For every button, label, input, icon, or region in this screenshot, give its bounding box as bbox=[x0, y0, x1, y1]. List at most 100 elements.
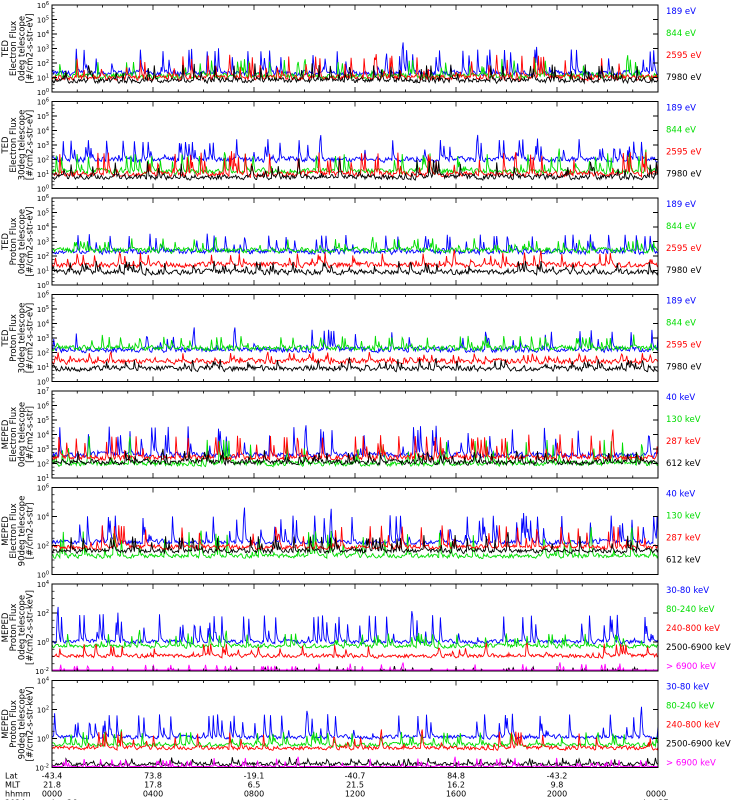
series-line-4 bbox=[51, 42, 659, 78]
y-tick-label: 105 bbox=[37, 16, 49, 25]
x-tick-label: 0000 bbox=[42, 790, 62, 799]
series-line-1 bbox=[51, 532, 659, 555]
x-tick-label: Jun 27 bbox=[642, 799, 668, 800]
x-tick-label: 21.8 bbox=[43, 781, 61, 790]
y-tick-label: 10-2 bbox=[35, 764, 49, 773]
y-tick-label: 104 bbox=[37, 431, 49, 440]
legend-entry: 30-80 keV bbox=[666, 683, 709, 693]
legend-entry: 7980 eV bbox=[666, 170, 702, 180]
x-tick-label: 2000 bbox=[547, 790, 567, 799]
x-tick-label: 21.5 bbox=[346, 781, 364, 790]
y-tick-label: 104 bbox=[37, 30, 49, 39]
series-line-2 bbox=[51, 350, 659, 366]
legend-entry: 7980 eV bbox=[666, 73, 702, 83]
x-tick-label: -40.7 bbox=[345, 772, 366, 781]
legend-entry: 844 eV bbox=[666, 126, 696, 136]
plot-frame bbox=[51, 680, 659, 768]
y-tick-label: 100 bbox=[37, 571, 49, 580]
x-tick-label: 6.5 bbox=[248, 781, 261, 790]
series-line-5 bbox=[51, 606, 659, 645]
series-line-2 bbox=[51, 429, 659, 462]
y-tick-label: 103 bbox=[37, 334, 49, 343]
x-tick-label: 0400 bbox=[143, 790, 163, 799]
y-tick-label: 100 bbox=[37, 185, 49, 194]
legend-entry: > 6900 keV bbox=[666, 662, 716, 672]
y-axis-label: MEPEDProton Flux90deg telescope[#/cm2-s-… bbox=[1, 687, 36, 762]
y-tick-label: 100 bbox=[37, 281, 49, 290]
x-tick-label: -43.4 bbox=[42, 772, 63, 781]
y-tick-label: 104 bbox=[37, 127, 49, 136]
legend-entry: 7980 eV bbox=[666, 266, 702, 276]
y-tick-label: 106 bbox=[37, 1, 49, 10]
y-tick-label: 105 bbox=[37, 209, 49, 218]
legend-entry: 2595 eV bbox=[666, 148, 702, 158]
y-tick-label: 103 bbox=[37, 45, 49, 54]
legend-entry: 130 keV bbox=[666, 512, 701, 522]
x-tick-label: 1200 bbox=[345, 790, 365, 799]
y-tick-label: 100 bbox=[37, 638, 49, 647]
y-tick-label: 103 bbox=[37, 445, 49, 454]
series-line-3 bbox=[51, 334, 659, 353]
series-line-4 bbox=[51, 134, 659, 164]
y-tick-label: 104 bbox=[37, 513, 49, 522]
legend-entry: 189 eV bbox=[666, 297, 696, 307]
x-tick-label: 0000 bbox=[646, 790, 666, 799]
y-tick-label: 102 bbox=[37, 706, 49, 715]
x-tick-label: 73.8 bbox=[144, 772, 162, 781]
series-line-1 bbox=[51, 357, 659, 373]
legend-entry: 40 keV bbox=[666, 490, 695, 500]
legend-entry: > 6900 keV bbox=[666, 759, 716, 769]
y-axis-label: TEDProton Flux30deg telescope[#/cm2-s-st… bbox=[1, 303, 36, 374]
y-tick-label: 101 bbox=[37, 363, 49, 372]
legend-entry: 2595 eV bbox=[666, 244, 702, 254]
y-tick-label: 104 bbox=[37, 223, 49, 232]
x-tick-label: Jun 26 bbox=[51, 799, 77, 800]
legend-entry: 7980 eV bbox=[666, 363, 702, 373]
y-tick-label: 102 bbox=[37, 460, 49, 469]
x-tick-label: 9.8 bbox=[551, 781, 564, 790]
series-line-2 bbox=[51, 249, 659, 269]
x-tick-label: 84.8 bbox=[447, 772, 465, 781]
y-tick-label: 102 bbox=[37, 542, 49, 551]
y-tick-label: 107 bbox=[37, 387, 49, 396]
x-tick-label: -19.1 bbox=[244, 772, 265, 781]
legend-entry: 844 eV bbox=[666, 29, 696, 39]
legend-entry: 30-80 keV bbox=[666, 586, 709, 596]
legend-entry: 287 keV bbox=[666, 437, 701, 447]
series-line-4 bbox=[51, 233, 659, 256]
y-tick-label: 101 bbox=[37, 267, 49, 276]
legend-entry: 189 eV bbox=[666, 200, 696, 210]
legend-entry: 2595 eV bbox=[666, 341, 702, 351]
y-tick-label: 105 bbox=[37, 416, 49, 425]
x-row-label: 2024 bbox=[5, 799, 25, 800]
legend-entry: 80-240 keV bbox=[666, 702, 715, 712]
y-tick-label: 102 bbox=[37, 252, 49, 261]
y-tick-label: 100 bbox=[37, 735, 49, 744]
legend-entry: 612 keV bbox=[666, 556, 701, 566]
legend-entry: 2500-6900 keV bbox=[666, 643, 731, 653]
series-line-4 bbox=[51, 507, 659, 546]
y-tick-label: 100 bbox=[37, 88, 49, 97]
legend-entry: 130 keV bbox=[666, 415, 701, 425]
legend-entry: 844 eV bbox=[666, 319, 696, 329]
y-tick-label: 102 bbox=[37, 156, 49, 165]
series-line-1 bbox=[51, 448, 659, 466]
y-tick-label: 105 bbox=[37, 112, 49, 121]
y-tick-label: 106 bbox=[37, 194, 49, 203]
y-tick-label: 106 bbox=[37, 402, 49, 411]
series-line-1 bbox=[51, 63, 659, 85]
y-tick-label: 102 bbox=[37, 59, 49, 68]
series-line-2 bbox=[51, 525, 659, 551]
series-line-3 bbox=[51, 148, 659, 176]
x-tick-label: 0800 bbox=[244, 790, 264, 799]
y-axis-label: TEDElectron Flux30deg telescope[#/cm2-s-… bbox=[1, 110, 36, 181]
y-tick-label: 102 bbox=[37, 609, 49, 618]
y-tick-label: 102 bbox=[37, 349, 49, 358]
series-line-4 bbox=[51, 629, 659, 650]
legend-entry: 189 eV bbox=[666, 104, 696, 114]
x-tick-label: -43.2 bbox=[547, 772, 568, 781]
